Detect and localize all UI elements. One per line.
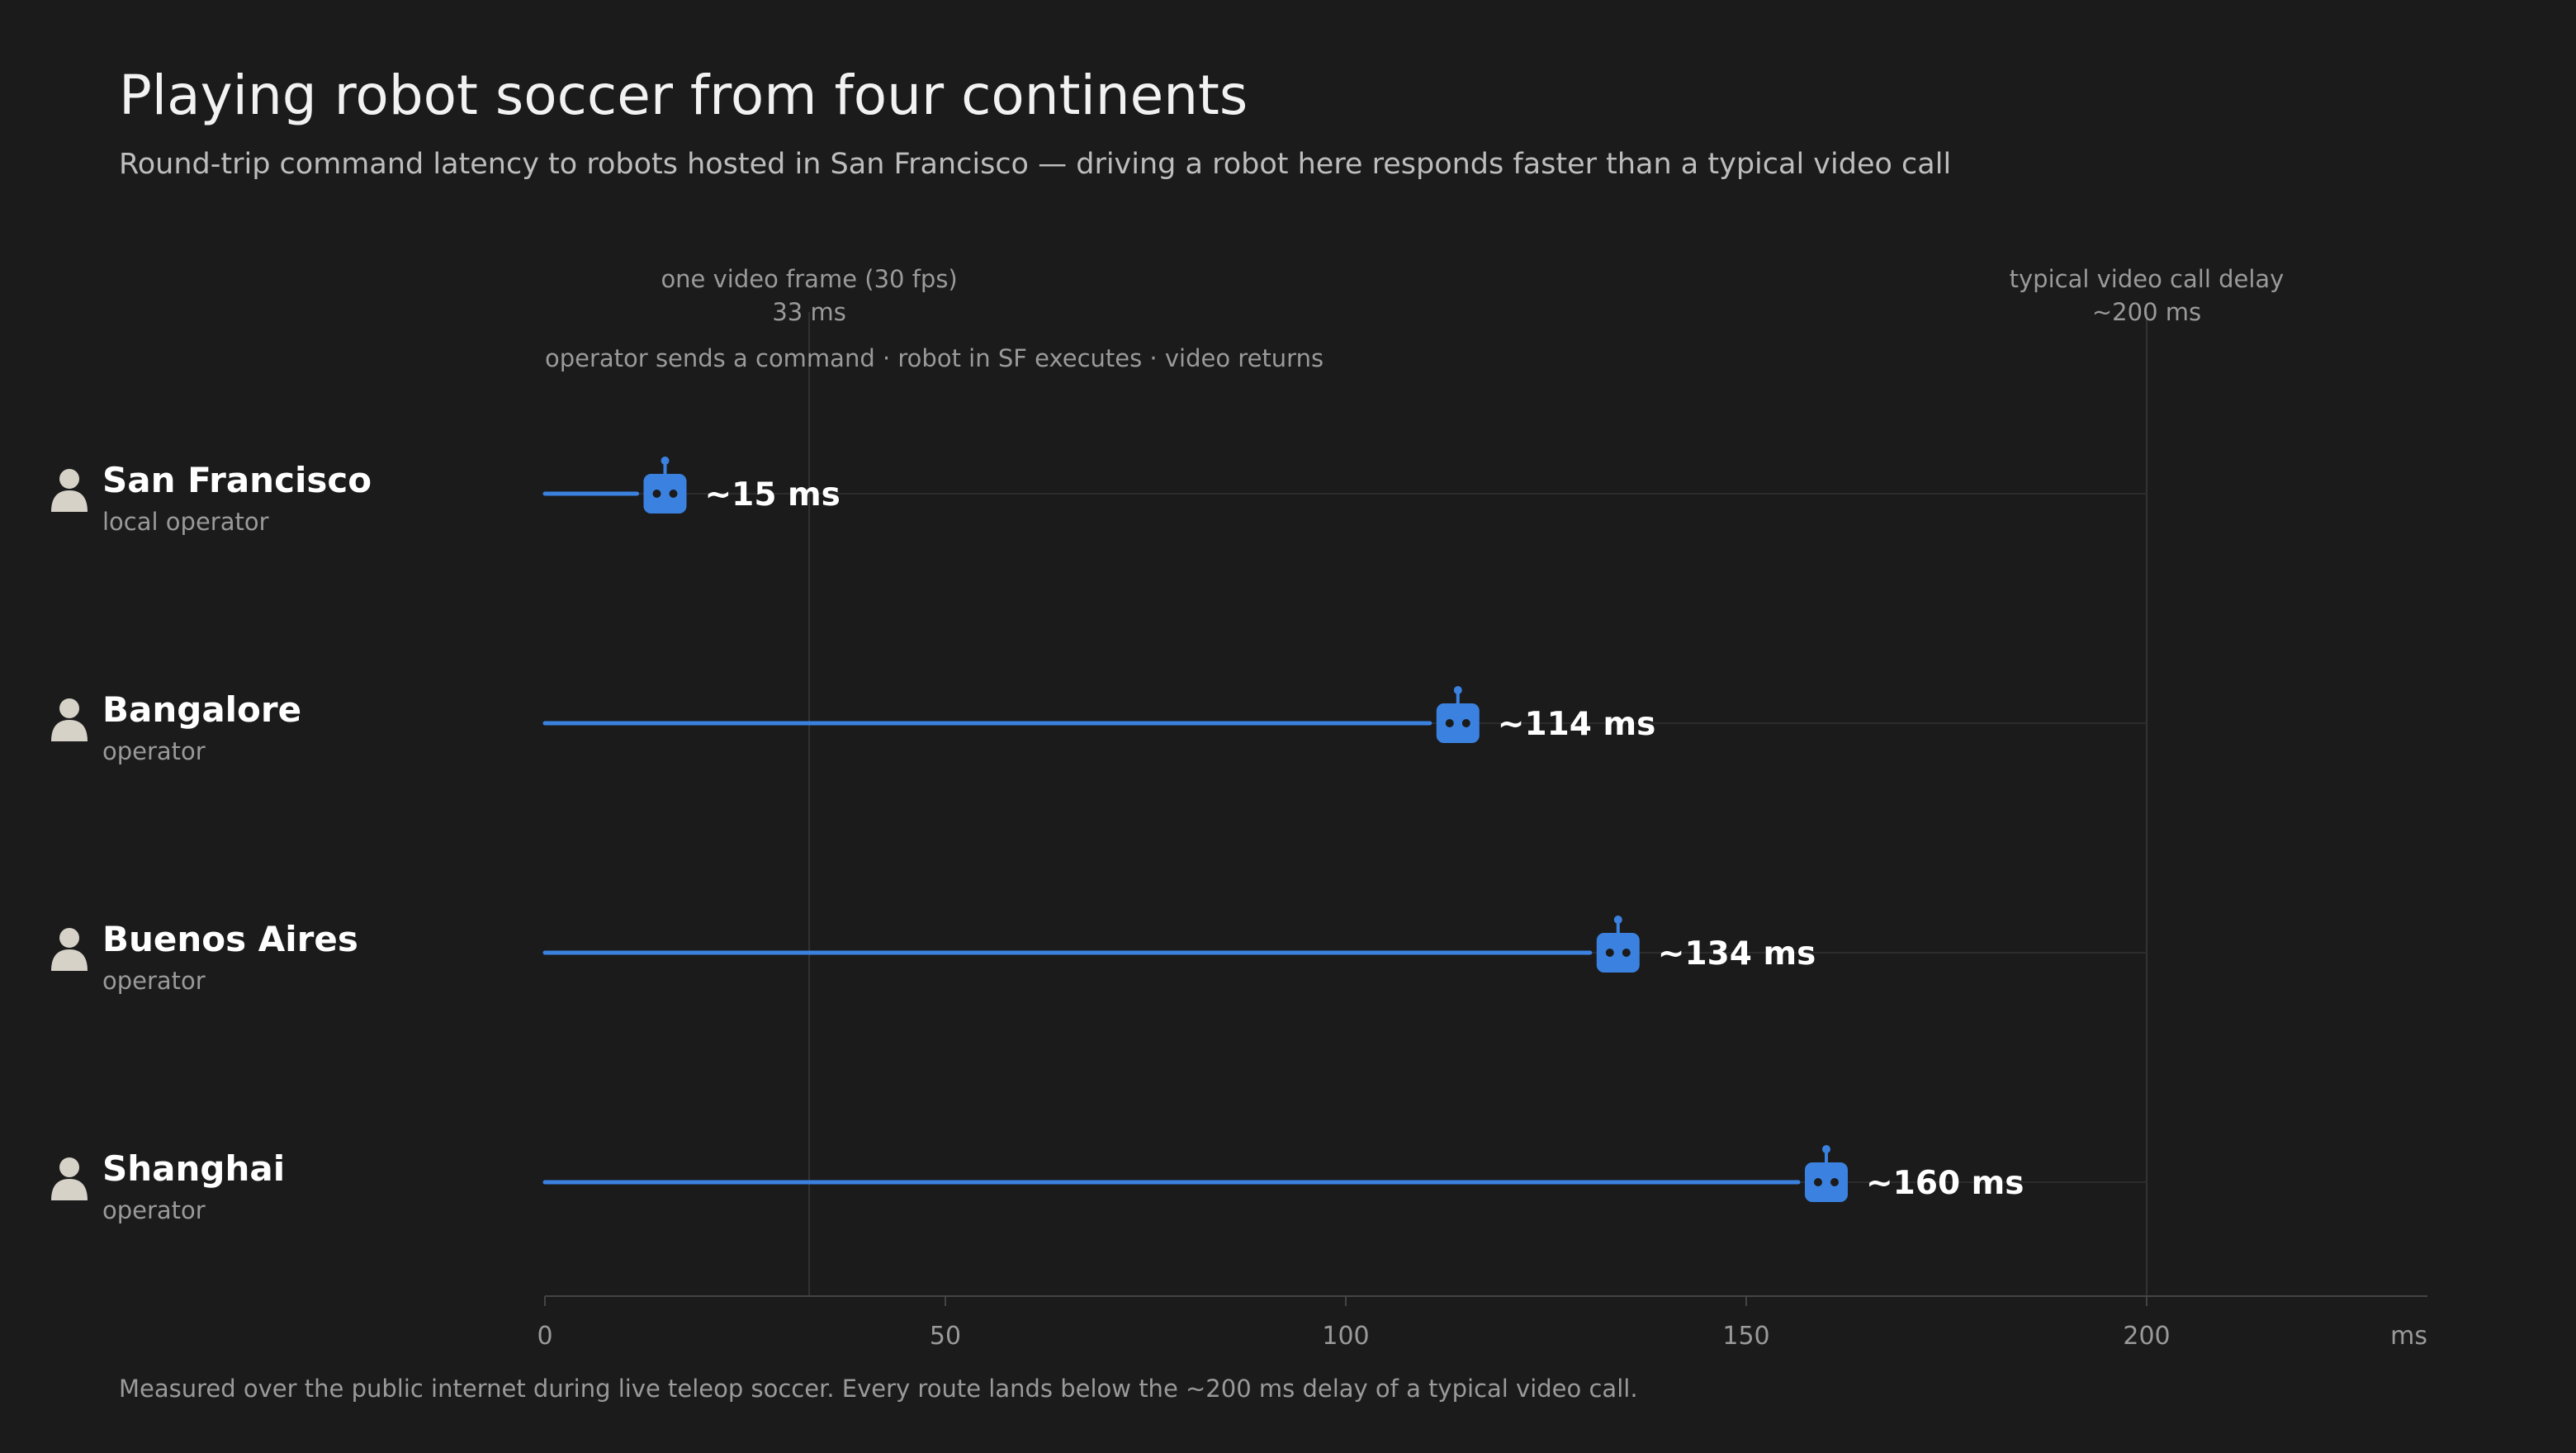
value-label: ~160 ms — [1866, 1165, 2024, 1202]
value-label: ~134 ms — [1658, 935, 1816, 973]
x-tick-label: 150 — [1722, 1322, 1769, 1351]
row-sublabel: operator — [102, 737, 206, 765]
row-label: Buenos Aires — [102, 919, 358, 959]
x-axis-unit: ms — [2390, 1322, 2427, 1351]
reference-lines: one video frame (30 fps) 33 ms typical vid… — [661, 265, 2284, 1296]
person-icon — [51, 698, 88, 741]
person-icon — [51, 1157, 88, 1200]
value-label: ~114 ms — [1498, 706, 1656, 743]
x-tick-label: 0 — [537, 1322, 552, 1351]
robot-icon — [1805, 1145, 1848, 1202]
direction-note: operator sends a command · robot in SF e… — [545, 344, 1324, 372]
x-axis: 0 50 100 150 200 ms — [537, 1295, 2427, 1351]
robot-icon — [1596, 916, 1640, 973]
x-tick-label: 100 — [1322, 1322, 1369, 1351]
chart-row: San Francisco local operator ~15 ms — [51, 457, 2147, 536]
reference-line-value: 33 ms — [772, 298, 845, 326]
chart-footnote: Measured over the public internet during… — [119, 1375, 1638, 1403]
row-label: San Francisco — [102, 460, 372, 500]
row-sublabel: operator — [102, 967, 206, 995]
x-tick-label: 200 — [2123, 1322, 2170, 1351]
chart-subtitle: Round-trip command latency to robots hos… — [119, 148, 1951, 181]
row-sublabel: operator — [102, 1196, 206, 1224]
person-icon — [51, 469, 88, 512]
row-label: Bangalore — [102, 689, 301, 730]
chart-row: Bangalore operator ~114 ms — [51, 686, 2147, 765]
chart-title: Playing robot soccer from four continent… — [119, 64, 1248, 127]
robot-icon — [643, 457, 687, 514]
chart-rows: San Francisco local operator ~15 ms Bangalo… — [51, 457, 2147, 1224]
person-icon — [51, 928, 88, 971]
reference-line-label: one video frame (30 fps) — [661, 265, 957, 293]
robot-icon — [1436, 686, 1480, 743]
x-tick-label: 50 — [930, 1322, 961, 1351]
value-label: ~15 ms — [705, 476, 841, 514]
row-label: Shanghai — [102, 1148, 285, 1189]
chart-row: Shanghai operator ~160 ms — [51, 1145, 2147, 1224]
reference-line-label: typical video call delay — [2010, 265, 2285, 293]
row-sublabel: local operator — [102, 508, 269, 536]
chart-row: Buenos Aires operator ~134 ms — [51, 916, 2147, 995]
reference-line-value: ~200 ms — [2092, 298, 2201, 326]
